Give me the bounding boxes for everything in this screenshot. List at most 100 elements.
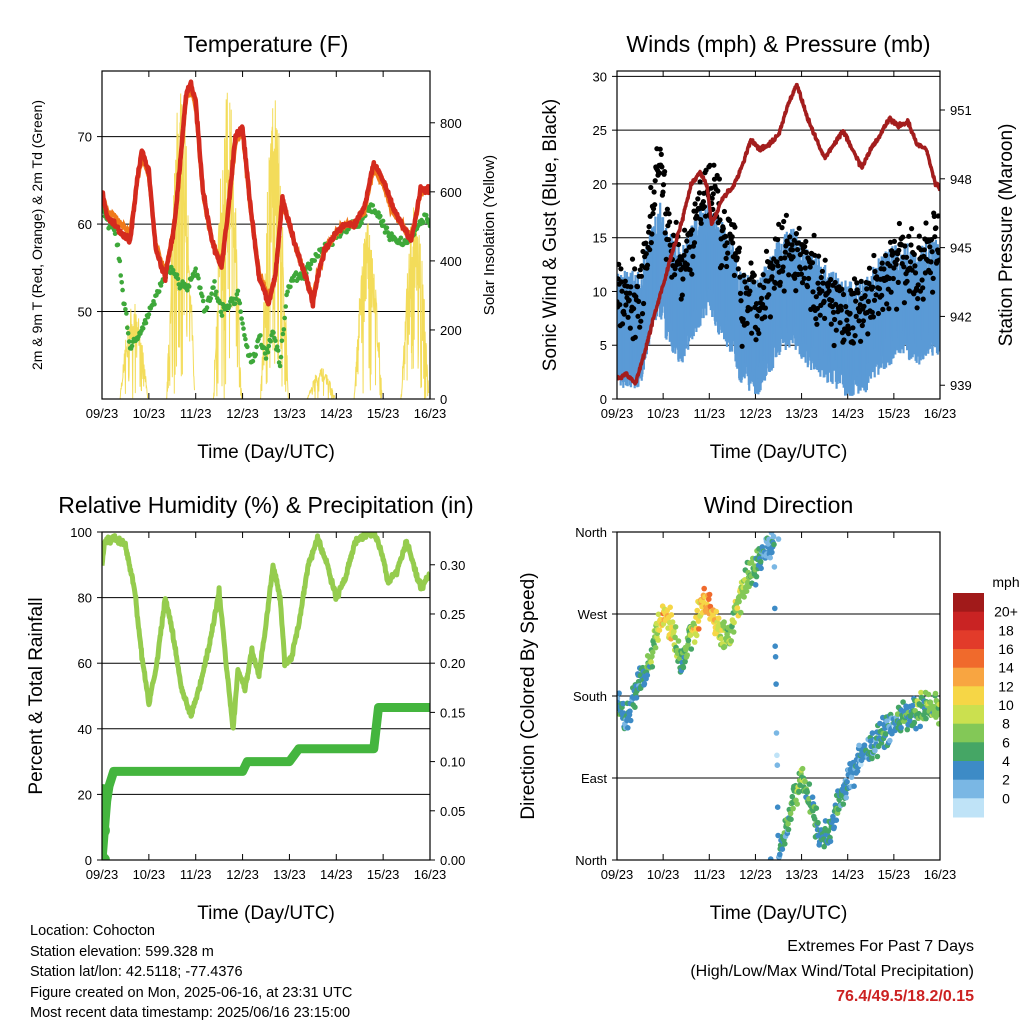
dewpoint-point	[278, 354, 284, 360]
dewpoint-point	[209, 291, 214, 297]
dewpoint-point	[242, 333, 247, 338]
gust-point	[894, 306, 900, 312]
gust-point	[747, 306, 754, 312]
colorbar-swatch	[953, 705, 984, 725]
gust-point	[793, 231, 800, 237]
x-tick-label: 12/23	[226, 867, 259, 882]
direction-point	[672, 634, 678, 641]
direction-point	[913, 725, 919, 732]
gust-point	[657, 146, 663, 152]
direction-point	[774, 762, 781, 768]
direction-point	[830, 813, 836, 820]
gust-point	[931, 213, 937, 219]
chart-title: Relative Humidity (%) & Precipitation (i…	[58, 492, 473, 518]
direction-point	[655, 637, 661, 643]
colorbar-label: 6	[1002, 734, 1010, 750]
direction-point	[688, 646, 695, 652]
gust-point	[744, 285, 750, 291]
dewpoint-point	[380, 218, 386, 224]
dewpoint-point	[271, 330, 276, 335]
gust-point	[806, 275, 812, 282]
gust-point	[735, 266, 741, 272]
dewpoint-point	[268, 338, 274, 344]
gust-point	[617, 261, 622, 267]
gust-point	[879, 260, 885, 266]
dewpoint-point	[175, 276, 181, 282]
direction-point	[856, 742, 862, 749]
gust-point	[690, 253, 696, 259]
gust-point	[908, 242, 914, 248]
gust-point	[853, 313, 859, 319]
gust-point	[648, 240, 654, 246]
gust-point	[721, 208, 728, 215]
gust-point	[762, 305, 769, 311]
gust-point	[900, 234, 906, 240]
gust-point	[927, 270, 934, 276]
gust-point	[719, 263, 725, 269]
direction-point	[923, 715, 929, 722]
gust-point	[753, 301, 760, 307]
gust-point	[912, 270, 919, 276]
direction-point	[843, 794, 849, 801]
dewpoint-point	[158, 283, 164, 288]
gust-point	[738, 298, 744, 304]
direction-point	[918, 689, 924, 696]
dewpoint-point	[170, 267, 176, 273]
y2-axis-label: Solar Insolation (Yellow)	[481, 155, 498, 315]
direction-point	[715, 615, 722, 621]
gust-point	[847, 310, 853, 316]
x-tick-label: 12/23	[226, 406, 259, 421]
gust-point	[639, 311, 646, 317]
gust-point	[822, 257, 828, 263]
x-tick-label: 15/23	[878, 406, 911, 421]
gust-point	[822, 315, 828, 321]
dewpoint-point	[281, 327, 287, 332]
gust-point	[638, 273, 645, 279]
gust-point	[929, 249, 935, 255]
y2-tick-label: 0.15	[440, 705, 465, 720]
gust-point	[665, 237, 672, 243]
gust-point	[833, 327, 839, 333]
x-tick-label: 16/23	[924, 406, 957, 421]
gust-point	[715, 188, 721, 194]
direction-point	[840, 801, 847, 807]
precip-point	[102, 798, 110, 813]
gust-point	[672, 266, 678, 272]
chart-title: Wind Direction	[704, 492, 854, 518]
gust-point	[857, 302, 863, 308]
gust-point	[798, 266, 804, 272]
dewpoint-point	[241, 326, 246, 331]
chart-title: Temperature (F)	[184, 31, 349, 57]
direction-point	[625, 725, 631, 731]
x-tick-label: 16/23	[414, 867, 447, 882]
gust-point	[636, 298, 642, 304]
gust-point	[814, 305, 821, 312]
y-axis-right: 0 200 400 600 800 Solar Insolation (Yellow)	[430, 116, 498, 407]
x-tick-label: 14/23	[320, 406, 353, 421]
gust-point	[692, 201, 698, 207]
gust-point	[679, 257, 685, 263]
dewpoint-point	[245, 344, 250, 350]
gust-point	[774, 259, 780, 265]
direction-point	[652, 644, 659, 651]
colorbar-label: 8	[1002, 716, 1010, 732]
gust-point	[783, 212, 790, 218]
direction-point	[932, 690, 939, 697]
gust-point	[763, 248, 770, 254]
timestamp-text: Most recent data timestamp: 2025/06/16 2…	[30, 1005, 351, 1021]
y-tick-label: 60	[78, 656, 92, 671]
gust-point	[778, 255, 784, 261]
gust-point	[619, 288, 625, 294]
dewpoint-point	[212, 279, 217, 284]
dewpoint-point	[237, 300, 243, 306]
y-tick-label: 30	[593, 69, 607, 84]
dewpoint-point	[250, 358, 256, 364]
gust-point	[717, 217, 723, 223]
x-tick-label: 10/23	[647, 406, 680, 421]
gust-point	[794, 247, 801, 253]
gust-point	[700, 199, 707, 205]
gust-point	[631, 306, 637, 312]
chart-title: Winds (mph) & Pressure (mb)	[626, 31, 930, 57]
dewpoint-point	[378, 213, 383, 219]
gust-point	[736, 245, 743, 251]
